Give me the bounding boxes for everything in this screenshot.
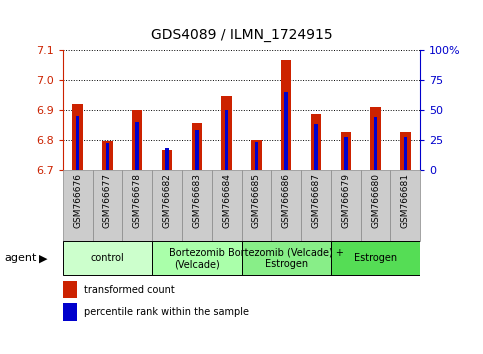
Bar <box>370 107 381 170</box>
Text: GSM766678: GSM766678 <box>133 173 142 228</box>
Text: Bortezomib (Velcade) +
Estrogen: Bortezomib (Velcade) + Estrogen <box>228 247 344 269</box>
FancyBboxPatch shape <box>242 170 271 241</box>
FancyBboxPatch shape <box>331 170 361 241</box>
Bar <box>165 148 169 170</box>
FancyBboxPatch shape <box>390 170 420 241</box>
Text: GSM766686: GSM766686 <box>282 173 291 228</box>
Text: GSM766676: GSM766676 <box>73 173 82 228</box>
FancyBboxPatch shape <box>361 170 390 241</box>
Bar <box>102 141 113 170</box>
Bar <box>225 110 228 170</box>
Bar <box>255 142 258 170</box>
FancyBboxPatch shape <box>212 170 242 241</box>
Text: GSM766685: GSM766685 <box>252 173 261 228</box>
Text: GSM766684: GSM766684 <box>222 173 231 228</box>
Bar <box>281 60 291 170</box>
Bar <box>314 124 318 170</box>
Text: Estrogen: Estrogen <box>354 253 397 263</box>
Text: percentile rank within the sample: percentile rank within the sample <box>84 307 249 317</box>
Text: ▶: ▶ <box>39 253 47 263</box>
Bar <box>63 281 77 298</box>
Bar <box>76 116 80 170</box>
Text: Bortezomib
(Velcade): Bortezomib (Velcade) <box>169 247 225 269</box>
FancyBboxPatch shape <box>182 170 212 241</box>
FancyBboxPatch shape <box>152 170 182 241</box>
Bar <box>63 303 77 321</box>
Bar <box>374 117 377 170</box>
FancyBboxPatch shape <box>122 170 152 241</box>
FancyBboxPatch shape <box>93 170 122 241</box>
Text: GSM766679: GSM766679 <box>341 173 350 228</box>
FancyBboxPatch shape <box>63 241 152 275</box>
FancyBboxPatch shape <box>242 241 331 275</box>
Bar <box>162 150 172 170</box>
Bar <box>400 132 411 170</box>
Text: GSM766683: GSM766683 <box>192 173 201 228</box>
Bar <box>135 122 139 170</box>
Bar <box>192 123 202 170</box>
Bar <box>132 110 142 170</box>
Bar <box>344 137 348 170</box>
Bar <box>221 96 232 170</box>
Bar <box>72 104 83 170</box>
Bar <box>195 130 199 170</box>
Bar <box>251 140 262 170</box>
Text: GSM766680: GSM766680 <box>371 173 380 228</box>
FancyBboxPatch shape <box>152 241 242 275</box>
FancyBboxPatch shape <box>301 170 331 241</box>
Text: GSM766687: GSM766687 <box>312 173 320 228</box>
FancyBboxPatch shape <box>331 241 420 275</box>
Bar <box>403 137 407 170</box>
Text: agent: agent <box>5 253 37 263</box>
Bar <box>284 92 288 170</box>
Text: GSM766677: GSM766677 <box>103 173 112 228</box>
Text: control: control <box>91 253 124 263</box>
Bar <box>311 114 321 170</box>
Text: GSM766681: GSM766681 <box>401 173 410 228</box>
Bar <box>341 132 351 170</box>
FancyBboxPatch shape <box>271 170 301 241</box>
FancyBboxPatch shape <box>63 170 93 241</box>
Text: transformed count: transformed count <box>84 285 175 295</box>
Text: GDS4089 / ILMN_1724915: GDS4089 / ILMN_1724915 <box>151 28 332 42</box>
Text: GSM766682: GSM766682 <box>163 173 171 228</box>
Bar <box>106 143 109 170</box>
